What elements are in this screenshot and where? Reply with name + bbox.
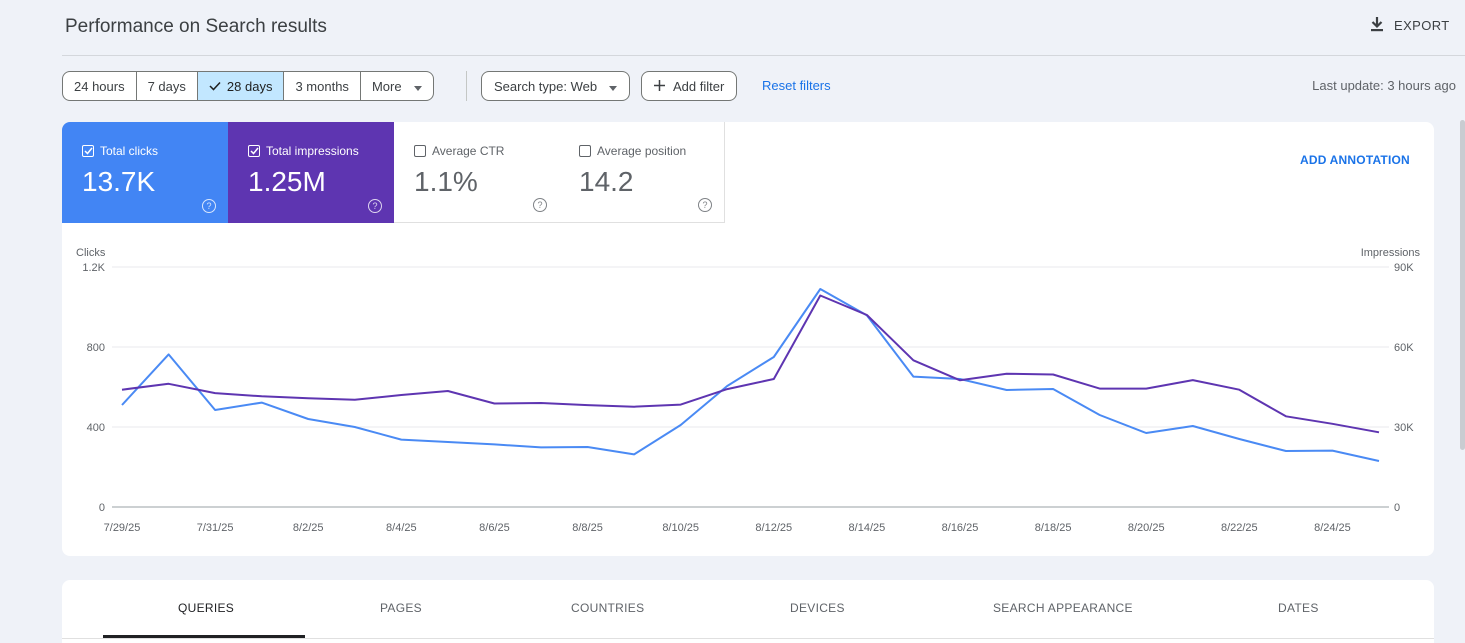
metric-value: 13.7K — [82, 166, 156, 197]
x-tick-label: 8/16/25 — [942, 522, 979, 534]
metric-value: 14.2 — [579, 166, 634, 197]
add-filter-button[interactable]: Add filter — [641, 71, 738, 101]
right-tick-label: 90K — [1394, 262, 1414, 274]
x-tick-label: 8/8/25 — [572, 522, 603, 534]
x-tick-label: 8/24/25 — [1314, 522, 1351, 534]
tabs-divider — [62, 638, 1434, 639]
x-tick-label: 8/4/25 — [386, 522, 417, 534]
caret-down-icon — [413, 79, 422, 94]
active-tab-indicator — [103, 635, 305, 638]
right-tick-label: 60K — [1394, 342, 1414, 354]
tab-dates[interactable]: DATES — [1278, 601, 1319, 615]
left-tick-label: 1.2K — [82, 262, 105, 274]
checkbox-checked-icon[interactable] — [82, 145, 94, 157]
caret-down-icon — [609, 79, 618, 94]
export-button[interactable]: EXPORT — [1370, 16, 1450, 35]
download-icon — [1370, 16, 1384, 35]
help-icon[interactable]: ? — [698, 198, 712, 212]
checkbox-unchecked-icon[interactable] — [414, 145, 426, 157]
x-tick-label: 8/20/25 — [1128, 522, 1165, 534]
tab-countries[interactable]: COUNTRIES — [571, 601, 645, 615]
search-type-dropdown[interactable]: Search type: Web — [481, 71, 631, 101]
reset-filters-link[interactable]: Reset filters — [762, 78, 831, 93]
right-tick-label: 0 — [1394, 502, 1400, 514]
range-24-hours[interactable]: 24 hours — [63, 72, 137, 100]
range-7-days[interactable]: 7 days — [137, 72, 198, 100]
add-annotation-button[interactable]: ADD ANNOTATION — [1300, 153, 1410, 167]
page-title: Performance on Search results — [65, 16, 327, 37]
help-icon[interactable]: ? — [533, 198, 547, 212]
right-tick-label: 30K — [1394, 422, 1414, 434]
check-icon — [209, 79, 221, 94]
metric-total-clicks[interactable]: Total clicks 13.7K ? — [62, 122, 228, 223]
metric-total-impressions[interactable]: Total impressions 1.25M ? — [228, 122, 394, 223]
series-line-impressions — [121, 294, 1380, 434]
scrollbar[interactable] — [1460, 120, 1465, 450]
x-tick-label: 8/18/25 — [1035, 522, 1072, 534]
x-tick-label: 8/10/25 — [662, 522, 699, 534]
plus-icon — [654, 79, 665, 94]
filter-divider — [466, 71, 467, 101]
range-more-dropdown[interactable]: More — [361, 72, 433, 100]
tab-devices[interactable]: DEVICES — [790, 601, 845, 615]
metric-average-ctr[interactable]: Average CTR 1.1% ? — [394, 122, 560, 223]
help-icon[interactable]: ? — [202, 199, 216, 213]
left-axis-label: Clicks — [76, 247, 106, 259]
performance-chart-card: Total clicks 13.7K ? Total impressions 1… — [62, 122, 1434, 556]
report-tabs: QUERIES PAGES COUNTRIES DEVICES SEARCH A… — [62, 580, 1434, 643]
metric-value: 1.1% — [414, 166, 478, 197]
page-header: Performance on Search results EXPORT — [62, 0, 1465, 56]
range-3-months[interactable]: 3 months — [284, 72, 361, 100]
metric-average-position[interactable]: Average position 14.2 ? — [559, 122, 725, 223]
checkbox-checked-icon[interactable] — [248, 145, 260, 157]
help-icon[interactable]: ? — [368, 199, 382, 213]
x-tick-label: 7/29/25 — [104, 522, 141, 534]
right-axis-label: Impressions — [1361, 247, 1421, 259]
last-update-text: Last update: 3 hours ago — [1312, 78, 1456, 93]
metric-value: 1.25M — [248, 166, 326, 197]
x-tick-label: 8/22/25 — [1221, 522, 1258, 534]
series-line-clicks — [121, 288, 1380, 462]
x-tick-label: 8/6/25 — [479, 522, 510, 534]
checkbox-unchecked-icon[interactable] — [579, 145, 591, 157]
tab-pages[interactable]: PAGES — [380, 601, 422, 615]
left-tick-label: 400 — [87, 422, 105, 434]
x-tick-label: 8/12/25 — [755, 522, 792, 534]
x-tick-label: 8/2/25 — [293, 522, 324, 534]
tab-search-appearance[interactable]: SEARCH APPEARANCE — [993, 601, 1133, 615]
x-tick-label: 8/14/25 — [849, 522, 886, 534]
left-tick-label: 0 — [99, 502, 105, 514]
performance-line-chart: 0 0 400 30K 800 60K 1.2K 90K 7/29/25 7/31/25 8/2/2… — [76, 247, 1421, 534]
date-range-selector: 24 hours 7 days 28 days 3 months More — [62, 71, 434, 101]
export-label: EXPORT — [1394, 18, 1450, 33]
left-tick-label: 800 — [87, 342, 105, 354]
tab-queries[interactable]: QUERIES — [178, 601, 235, 615]
range-28-days[interactable]: 28 days — [197, 72, 285, 100]
x-tick-label: 7/31/25 — [197, 522, 234, 534]
